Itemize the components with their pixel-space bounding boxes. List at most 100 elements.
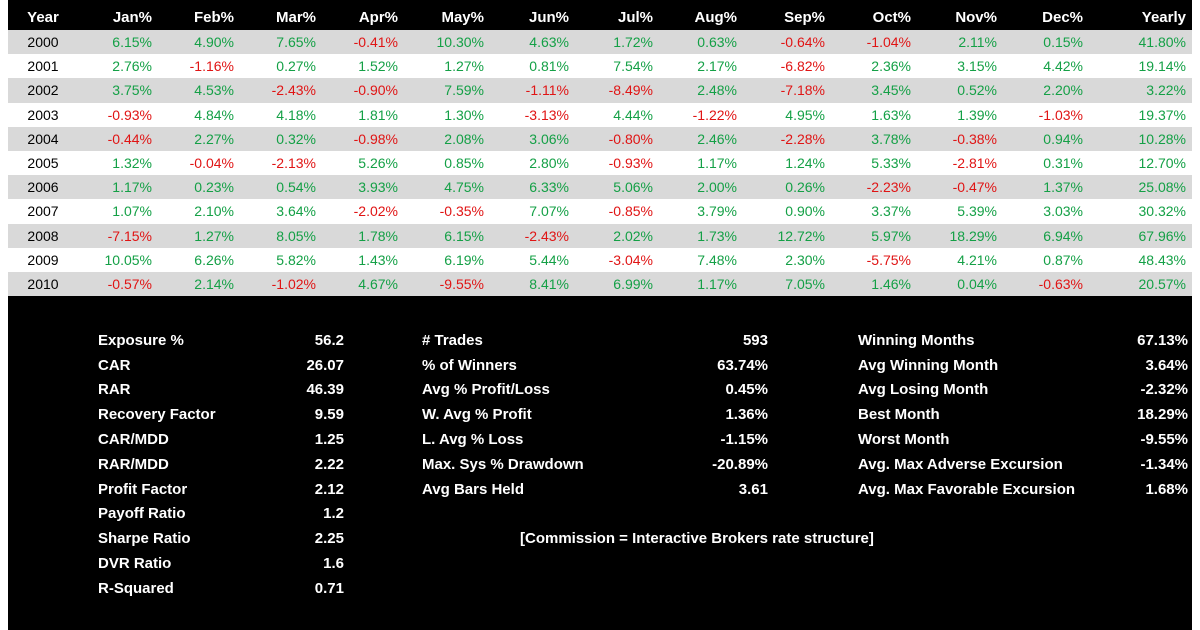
return-cell: 3.37% xyxy=(831,199,917,224)
stat-row: Avg Bars Held 3.61 xyxy=(422,477,768,502)
return-cell: 1.27% xyxy=(404,54,490,79)
stat-value: 46.39 xyxy=(306,381,344,399)
return-cell: 0.23% xyxy=(158,175,240,200)
stat-value: 1.36% xyxy=(725,406,768,424)
stat-value: 3.61 xyxy=(738,480,768,498)
stat-label: Avg Bars Held xyxy=(422,480,524,498)
return-cell: -2.43% xyxy=(240,78,322,103)
return-cell: -0.38% xyxy=(917,126,1003,151)
year-cell: 2009 xyxy=(8,247,78,272)
stat-label: R-Squared xyxy=(98,579,174,597)
return-cell: -2.13% xyxy=(240,150,322,176)
return-cell: 0.32% xyxy=(240,126,322,151)
return-cell: 6.15% xyxy=(78,30,158,55)
stat-row: Avg Winning Month 3.64% xyxy=(858,353,1188,378)
column-header: May% xyxy=(441,8,484,26)
stat-value: -1.34% xyxy=(1140,455,1188,473)
stat-value: 9.59 xyxy=(314,406,344,424)
return-cell: -0.85% xyxy=(575,199,659,224)
return-cell: 4.67% xyxy=(322,271,404,297)
return-cell: -0.04% xyxy=(158,150,240,176)
return-cell: -1.22% xyxy=(659,102,743,127)
stat-label: Max. Sys % Drawdown xyxy=(422,455,584,473)
table-row: 2009 10.05% 6.26% 5.82% 1.43% 6.19% 5.44% -3.04… xyxy=(8,247,1192,272)
return-cell: 10.28% xyxy=(1089,126,1192,151)
year-cell: 2005 xyxy=(8,150,78,176)
return-cell: 2.46% xyxy=(659,126,743,151)
return-cell: 4.84% xyxy=(158,102,240,127)
year-cell: 2004 xyxy=(8,126,78,151)
column-header: Aug% xyxy=(694,8,738,26)
stat-row: CAR 26.07 xyxy=(98,353,344,378)
return-cell: -7.18% xyxy=(743,78,831,103)
return-cell: 10.30% xyxy=(404,30,490,55)
table-row: 2004 -0.44% 2.27% 0.32% -0.98% 2.08% 3.06% -0.8… xyxy=(8,126,1192,151)
stat-value: 1.2 xyxy=(323,505,344,523)
return-cell: -2.02% xyxy=(322,199,404,224)
return-cell: -1.02% xyxy=(240,271,322,297)
stat-label: Profit Factor xyxy=(98,480,188,498)
stat-value: 1.25 xyxy=(314,431,344,449)
column-header: Dec% xyxy=(1042,8,1083,26)
stat-label: Exposure % xyxy=(98,331,184,349)
return-cell: -0.93% xyxy=(78,102,158,127)
stat-label: Avg % Profit/Loss xyxy=(422,381,550,399)
stat-value: 67.13% xyxy=(1137,331,1188,349)
stat-label: CAR xyxy=(98,356,131,374)
stat-value: 2.22 xyxy=(314,455,344,473)
return-cell: 4.75% xyxy=(404,175,490,200)
stat-label: % of Winners xyxy=(422,356,517,374)
return-cell: 4.90% xyxy=(158,30,240,55)
stat-row: RAR 46.39 xyxy=(98,378,344,403)
return-cell: 1.39% xyxy=(917,102,1003,127)
return-cell: 3.78% xyxy=(831,126,917,151)
return-cell: 1.30% xyxy=(404,102,490,127)
return-cell: 5.44% xyxy=(490,247,575,272)
table-row: 2001 2.76% -1.16% 0.27% 1.52% 1.27% 0.81% 7.54%… xyxy=(8,54,1192,79)
return-cell: -0.35% xyxy=(404,199,490,224)
return-cell: 12.72% xyxy=(743,223,831,248)
stat-value: 63.74% xyxy=(717,356,768,374)
return-cell: 6.19% xyxy=(404,247,490,272)
stats-middle-block: # Trades 593 % of Winners 63.74% Avg % Profi… xyxy=(422,328,768,502)
stat-row: Sharpe Ratio 2.25 xyxy=(98,526,344,551)
stat-row: # Trades 593 xyxy=(422,328,768,353)
return-cell: 6.33% xyxy=(490,175,575,200)
stat-row: Avg. Max Adverse Excursion -1.34% xyxy=(858,452,1188,477)
stat-row: Payoff Ratio 1.2 xyxy=(98,502,344,527)
return-cell: 1.46% xyxy=(831,271,917,297)
return-cell: 0.27% xyxy=(240,54,322,79)
stat-label: Worst Month xyxy=(858,431,950,449)
return-cell: -3.13% xyxy=(490,102,575,127)
stat-row: W. Avg % Profit 1.36% xyxy=(422,402,768,427)
stat-row: Max. Sys % Drawdown -20.89% xyxy=(422,452,768,477)
stat-label: W. Avg % Profit xyxy=(422,406,532,424)
stat-value: 56.2 xyxy=(314,331,344,349)
return-cell: 5.06% xyxy=(575,175,659,200)
return-cell: 0.04% xyxy=(917,271,1003,297)
return-cell: 4.63% xyxy=(490,30,575,55)
column-header: Sep% xyxy=(784,8,825,26)
return-cell: -0.80% xyxy=(575,126,659,151)
return-cell: -2.81% xyxy=(917,150,1003,176)
return-cell: 4.95% xyxy=(743,102,831,127)
column-header: Apr% xyxy=(358,8,398,26)
table-row: 2006 1.17% 0.23% 0.54% 3.93% 4.75% 6.33% 5.06% 2… xyxy=(8,175,1192,200)
return-cell: 5.82% xyxy=(240,247,322,272)
table-row: 2003 -0.93% 4.84% 4.18% 1.81% 1.30% -3.13% 4.44… xyxy=(8,102,1192,127)
stat-row: DVR Ratio 1.6 xyxy=(98,551,344,576)
stat-label: RAR xyxy=(98,381,131,399)
return-cell: 1.17% xyxy=(78,175,158,200)
return-cell: -2.28% xyxy=(743,126,831,151)
year-cell: 2002 xyxy=(8,78,78,103)
return-cell: 2.80% xyxy=(490,150,575,176)
year-cell: 2010 xyxy=(8,271,78,297)
return-cell: 19.14% xyxy=(1089,54,1192,79)
return-cell: 1.63% xyxy=(831,102,917,127)
return-cell: 4.44% xyxy=(575,102,659,127)
table-row: 2000 6.15% 4.90% 7.65% -0.41% 10.30% 4.63% 1.72… xyxy=(8,30,1192,55)
column-header: Jun% xyxy=(528,8,569,26)
return-cell: 1.52% xyxy=(322,54,404,79)
return-cell: 67.96% xyxy=(1089,223,1192,248)
stat-value: -20.89% xyxy=(712,455,768,473)
